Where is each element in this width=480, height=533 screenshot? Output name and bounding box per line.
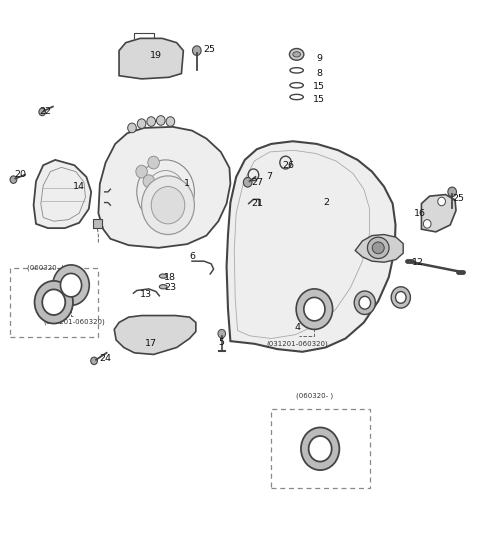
Circle shape: [148, 156, 159, 169]
Text: (060320- ): (060320- ): [27, 264, 64, 271]
Text: 5: 5: [218, 338, 224, 346]
Ellipse shape: [159, 274, 167, 278]
Circle shape: [396, 292, 406, 303]
Text: 6: 6: [189, 253, 195, 261]
Bar: [10, 268, 98, 337]
Bar: [93, 219, 102, 228]
Polygon shape: [355, 235, 403, 262]
Circle shape: [218, 329, 226, 338]
Ellipse shape: [293, 52, 300, 57]
Ellipse shape: [368, 237, 389, 259]
Circle shape: [137, 119, 146, 128]
Text: 4: 4: [295, 324, 300, 332]
Text: 24: 24: [100, 354, 111, 362]
Text: 15: 15: [313, 95, 325, 103]
Text: 3: 3: [367, 300, 372, 308]
Ellipse shape: [372, 242, 384, 254]
Text: 25: 25: [203, 45, 215, 53]
Circle shape: [128, 123, 136, 133]
Ellipse shape: [159, 285, 167, 289]
Text: 27: 27: [251, 178, 263, 187]
Text: 14: 14: [73, 182, 85, 191]
Text: 13: 13: [140, 290, 153, 298]
Circle shape: [142, 176, 194, 235]
Circle shape: [156, 116, 165, 125]
Text: 17: 17: [145, 340, 157, 348]
Text: 22: 22: [39, 108, 52, 116]
Circle shape: [53, 265, 89, 305]
Circle shape: [42, 289, 65, 315]
Text: 15: 15: [313, 83, 325, 91]
Circle shape: [10, 176, 17, 183]
Polygon shape: [98, 127, 230, 248]
Circle shape: [304, 297, 325, 321]
Text: 4: 4: [72, 297, 77, 305]
Circle shape: [147, 117, 156, 126]
Circle shape: [309, 436, 332, 462]
Circle shape: [296, 289, 333, 329]
Text: 19: 19: [150, 52, 162, 60]
Circle shape: [60, 273, 82, 297]
Circle shape: [39, 108, 46, 116]
Text: 10: 10: [92, 222, 104, 231]
Text: 2: 2: [324, 198, 329, 207]
Ellipse shape: [289, 49, 304, 60]
Circle shape: [354, 291, 375, 314]
Circle shape: [91, 357, 97, 365]
Text: 12: 12: [412, 258, 424, 266]
Circle shape: [391, 287, 410, 308]
Text: 25: 25: [452, 194, 464, 203]
Text: 9: 9: [316, 54, 322, 63]
Circle shape: [35, 281, 73, 324]
Bar: [271, 409, 370, 488]
Polygon shape: [114, 316, 196, 354]
Polygon shape: [421, 195, 456, 232]
Text: 20: 20: [14, 171, 26, 179]
Text: 11: 11: [397, 294, 409, 303]
Circle shape: [166, 117, 175, 126]
Circle shape: [359, 296, 371, 309]
Text: (060320- ): (060320- ): [296, 392, 333, 399]
Polygon shape: [34, 160, 91, 228]
Text: 28: 28: [309, 438, 321, 447]
Circle shape: [438, 197, 445, 206]
Circle shape: [136, 165, 147, 178]
Circle shape: [143, 175, 155, 188]
Text: 21: 21: [251, 199, 263, 208]
Text: 7: 7: [266, 173, 272, 181]
Circle shape: [151, 187, 185, 224]
Circle shape: [243, 177, 252, 187]
Polygon shape: [119, 38, 183, 79]
Circle shape: [301, 427, 339, 470]
Text: 16: 16: [414, 209, 426, 217]
Circle shape: [423, 220, 431, 228]
Text: (031201-060320): (031201-060320): [44, 319, 105, 325]
Text: 8: 8: [316, 69, 322, 78]
Text: 29: 29: [39, 286, 52, 295]
Text: 23: 23: [164, 284, 177, 292]
Text: 26: 26: [282, 161, 294, 169]
Text: 18: 18: [164, 273, 176, 281]
Text: 1: 1: [184, 180, 190, 188]
Text: (031201-060320): (031201-060320): [267, 340, 328, 346]
Polygon shape: [227, 141, 396, 352]
Circle shape: [192, 46, 201, 55]
Circle shape: [448, 187, 456, 197]
